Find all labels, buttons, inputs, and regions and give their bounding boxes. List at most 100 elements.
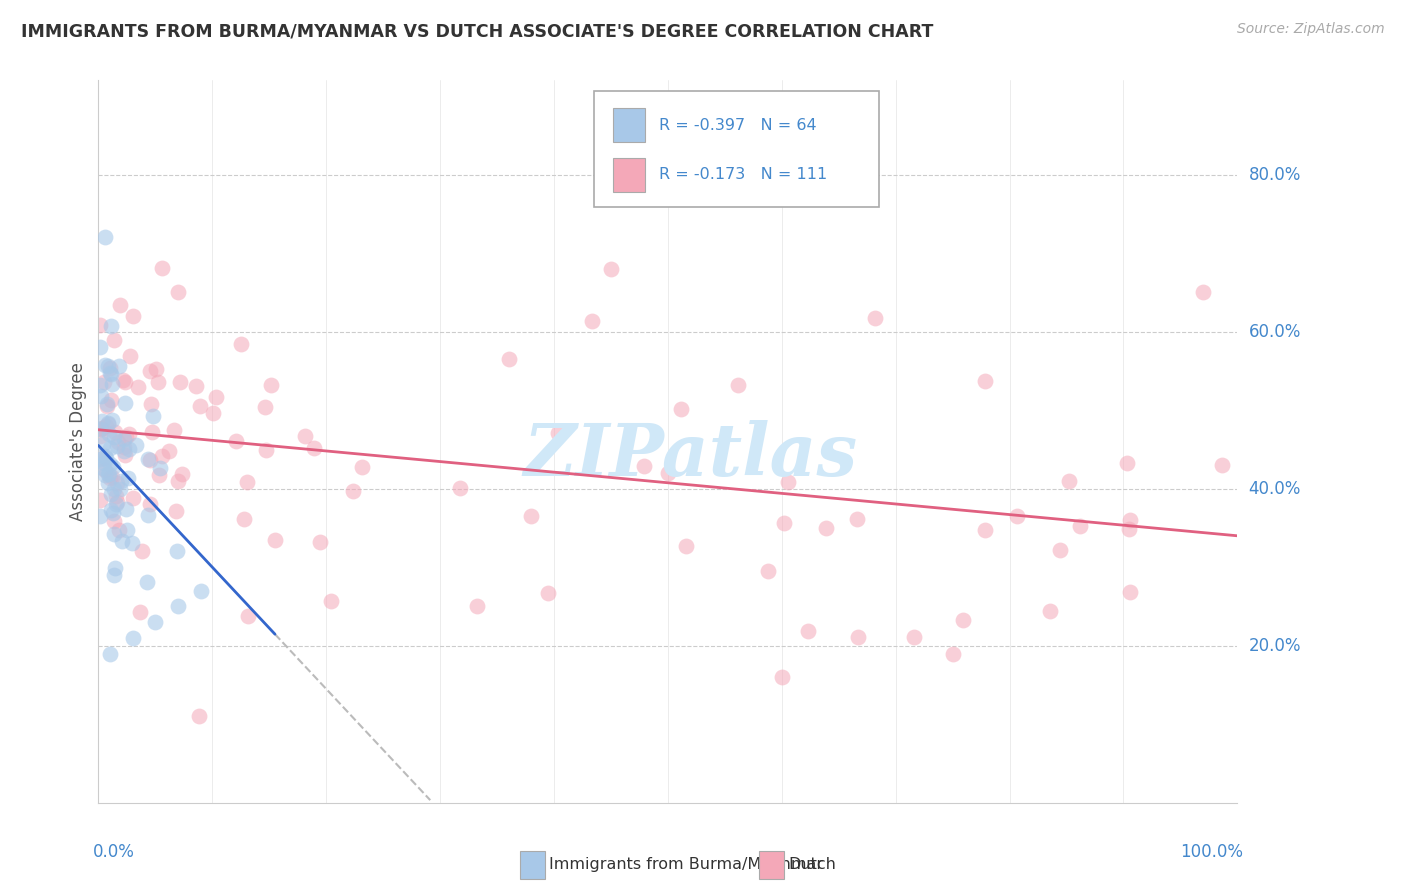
Point bbox=[100, 318, 122, 333]
Point bbox=[294, 429, 316, 443]
Point bbox=[96, 399, 118, 413]
Point bbox=[89, 493, 111, 508]
Point bbox=[633, 459, 655, 474]
Point bbox=[166, 475, 188, 489]
Point bbox=[103, 334, 125, 348]
Point bbox=[167, 285, 190, 300]
Point bbox=[814, 521, 837, 535]
Point bbox=[98, 457, 121, 471]
Point bbox=[114, 375, 136, 389]
Point bbox=[115, 430, 138, 444]
Point bbox=[98, 360, 121, 375]
Point bbox=[547, 425, 569, 440]
Point bbox=[863, 310, 886, 325]
Point bbox=[145, 615, 167, 630]
Point bbox=[138, 497, 160, 511]
Point bbox=[657, 466, 679, 480]
Point bbox=[973, 523, 995, 537]
Point bbox=[100, 413, 122, 427]
Point bbox=[342, 484, 364, 499]
Point bbox=[845, 512, 868, 526]
Point bbox=[1069, 519, 1091, 533]
Text: IMMIGRANTS FROM BURMA/MYANMAR VS DUTCH ASSOCIATE'S DEGREE CORRELATION CHART: IMMIGRANTS FROM BURMA/MYANMAR VS DUTCH A… bbox=[21, 22, 934, 40]
Point bbox=[108, 523, 131, 537]
Point bbox=[121, 309, 143, 323]
Point bbox=[118, 349, 141, 363]
Point bbox=[139, 397, 162, 411]
Point bbox=[94, 449, 117, 463]
Point bbox=[184, 379, 207, 393]
Point bbox=[150, 260, 173, 275]
Point bbox=[91, 437, 114, 451]
Point bbox=[103, 430, 125, 444]
Point bbox=[91, 461, 114, 475]
Point bbox=[139, 452, 162, 467]
Point bbox=[115, 523, 138, 537]
Point bbox=[98, 471, 121, 485]
Point bbox=[974, 374, 997, 388]
FancyBboxPatch shape bbox=[613, 158, 645, 193]
Point bbox=[233, 511, 256, 525]
Point bbox=[110, 475, 132, 489]
Point bbox=[163, 423, 186, 437]
Point bbox=[1192, 285, 1215, 300]
Point bbox=[108, 359, 131, 374]
Point bbox=[104, 497, 127, 511]
FancyBboxPatch shape bbox=[593, 91, 879, 207]
Y-axis label: Associate's Degree: Associate's Degree bbox=[69, 362, 87, 521]
Point bbox=[165, 504, 187, 518]
Text: 20.0%: 20.0% bbox=[1249, 637, 1301, 655]
Point bbox=[131, 544, 153, 558]
Point bbox=[104, 560, 127, 574]
Point bbox=[91, 421, 114, 435]
Point bbox=[254, 442, 277, 457]
Point bbox=[449, 481, 471, 495]
Point bbox=[188, 400, 211, 414]
Point bbox=[148, 375, 170, 389]
Point bbox=[98, 367, 121, 381]
Point bbox=[772, 516, 794, 530]
Point bbox=[112, 373, 135, 387]
Text: 0.0%: 0.0% bbox=[93, 843, 135, 861]
Point bbox=[319, 594, 342, 608]
Point bbox=[111, 533, 134, 548]
Point bbox=[103, 567, 125, 582]
Point bbox=[100, 393, 122, 408]
Point bbox=[136, 508, 159, 522]
Text: 80.0%: 80.0% bbox=[1249, 166, 1301, 184]
Point bbox=[90, 389, 112, 403]
Point bbox=[98, 442, 121, 456]
FancyBboxPatch shape bbox=[759, 851, 785, 879]
Point bbox=[112, 432, 135, 446]
Point bbox=[139, 364, 162, 378]
Point bbox=[94, 467, 117, 482]
Text: Immigrants from Burma/Myanmar: Immigrants from Burma/Myanmar bbox=[550, 857, 824, 872]
Point bbox=[96, 397, 118, 411]
Point bbox=[264, 533, 287, 547]
Point bbox=[127, 379, 149, 393]
Point bbox=[157, 444, 180, 458]
Point bbox=[308, 534, 330, 549]
Point bbox=[89, 318, 111, 333]
Point bbox=[97, 476, 120, 491]
Point bbox=[190, 583, 212, 598]
Point bbox=[121, 631, 143, 645]
Point bbox=[100, 469, 122, 483]
Point bbox=[149, 461, 172, 475]
Point bbox=[1119, 513, 1142, 527]
Point bbox=[98, 427, 121, 442]
Point bbox=[94, 451, 117, 466]
Point bbox=[94, 419, 117, 434]
Point bbox=[952, 613, 974, 627]
Point bbox=[118, 426, 141, 441]
Point bbox=[253, 400, 276, 414]
Point bbox=[101, 506, 124, 520]
Point bbox=[101, 459, 124, 474]
Point bbox=[1119, 585, 1142, 599]
Point bbox=[103, 514, 125, 528]
Point bbox=[236, 475, 259, 490]
Point bbox=[1049, 542, 1071, 557]
Point bbox=[172, 467, 194, 482]
Point bbox=[142, 409, 165, 423]
Point bbox=[150, 450, 173, 464]
